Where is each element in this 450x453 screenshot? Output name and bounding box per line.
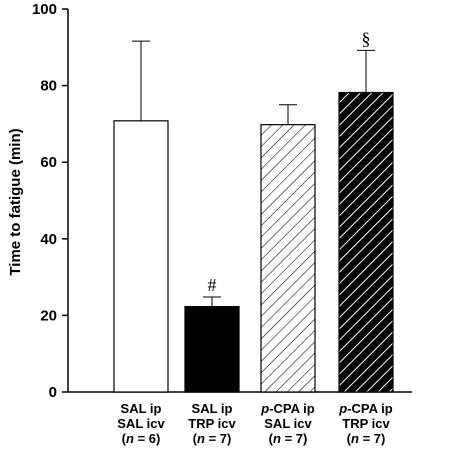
x-category-label: SAL ip <box>192 401 233 416</box>
x-category-label: SAL icv <box>117 416 165 431</box>
y-tick-label: 80 <box>40 78 57 95</box>
x-category-label: SAL ip <box>121 401 162 416</box>
y-axis-title: Time to fatigue (min) <box>7 128 24 275</box>
x-category-label: p-CPA ip <box>260 401 315 416</box>
x-category-label: SAL icv <box>264 416 312 431</box>
x-category-label: p-CPA ip <box>338 401 393 416</box>
x-category-label: TRP icv <box>188 416 236 431</box>
bar <box>113 120 169 393</box>
bar <box>260 124 316 393</box>
y-tick-label: 60 <box>40 154 57 171</box>
x-category-n-label: (n = 7) <box>193 431 232 446</box>
bar <box>184 305 240 393</box>
y-tick-label: 0 <box>49 384 57 401</box>
y-tick-label: 40 <box>40 231 57 248</box>
significance-marker: § <box>362 28 371 48</box>
y-tick-label: 100 <box>32 1 57 18</box>
bar <box>338 91 394 393</box>
significance-marker: # <box>208 275 217 295</box>
x-category-n-label: (n = 7) <box>269 431 308 446</box>
x-category-n-label: (n = 7) <box>347 431 386 446</box>
y-tick-label: 20 <box>40 307 57 324</box>
x-category-n-label: (n = 6) <box>122 431 161 446</box>
x-category-label: TRP icv <box>342 416 390 431</box>
